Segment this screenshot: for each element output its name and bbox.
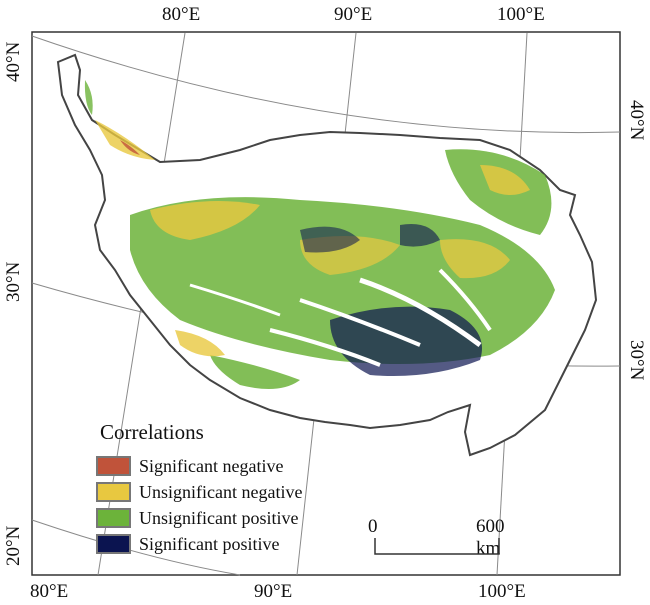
river-gap-2	[299, 298, 421, 347]
legend-label: Significant positive	[139, 533, 280, 554]
scale-bar-line	[374, 538, 500, 555]
patch-south-yellow	[175, 330, 225, 357]
parallel-20n	[31, 519, 241, 576]
legend-swatch-significant-positive	[96, 534, 131, 554]
patch-northwest-red	[120, 140, 140, 155]
bottom-label-100e: 100°E	[478, 581, 526, 602]
legend-label: Significant negative	[139, 455, 284, 476]
river-gap-4	[438, 268, 492, 332]
top-label-80e: 80°E	[162, 4, 201, 25]
patch-center-dark	[300, 226, 360, 253]
top-label-100e: 100°E	[497, 4, 545, 25]
top-label-90e: 90°E	[334, 4, 373, 25]
river-gap-3	[269, 328, 381, 367]
river-gap-1	[359, 277, 482, 348]
correlation-patches	[84, 80, 555, 389]
patch-northwest-rim	[95, 120, 155, 160]
legend-swatch-unsignificant-positive	[96, 508, 131, 528]
legend-item-unsignificant-negative: Unsignificant negative	[96, 479, 302, 505]
right-label-30n: 30°N	[626, 340, 647, 381]
legend-item-significant-negative: Significant negative	[96, 453, 302, 479]
left-label-40n: 40°N	[3, 41, 24, 82]
patch-far-west	[84, 80, 93, 115]
legend-label: Unsignificant positive	[139, 507, 299, 528]
right-label-40n: 40°N	[626, 100, 647, 141]
legend-swatch-unsignificant-negative	[96, 482, 131, 502]
scale-bar-start-label: 0	[368, 516, 378, 537]
patch-northeast-yellow	[480, 165, 530, 195]
left-label-30n: 30°N	[3, 261, 24, 302]
bottom-label-80e: 80°E	[30, 581, 69, 602]
map-frame-border	[31, 31, 621, 576]
patch-east-dark	[400, 224, 440, 247]
bottom-label-90e: 90°E	[254, 581, 293, 602]
legend-label: Unsignificant negative	[139, 481, 303, 502]
legend-item-significant-positive: Significant positive	[96, 531, 302, 557]
legend: Correlations Significant negative Unsign…	[96, 420, 302, 557]
legend-item-unsignificant-positive: Unsignificant positive	[96, 505, 302, 531]
parallel-40n	[31, 35, 621, 134]
legend-swatch-significant-negative	[96, 456, 131, 476]
patch-northwest-yellow	[150, 201, 260, 240]
patch-east-yellow	[440, 239, 510, 279]
left-label-20n: 20°N	[3, 525, 24, 566]
river-gap-5	[189, 283, 281, 317]
patch-south-strip	[210, 355, 300, 389]
scale-bar: 0 600 km	[366, 516, 506, 566]
legend-title: Correlations	[100, 420, 204, 444]
